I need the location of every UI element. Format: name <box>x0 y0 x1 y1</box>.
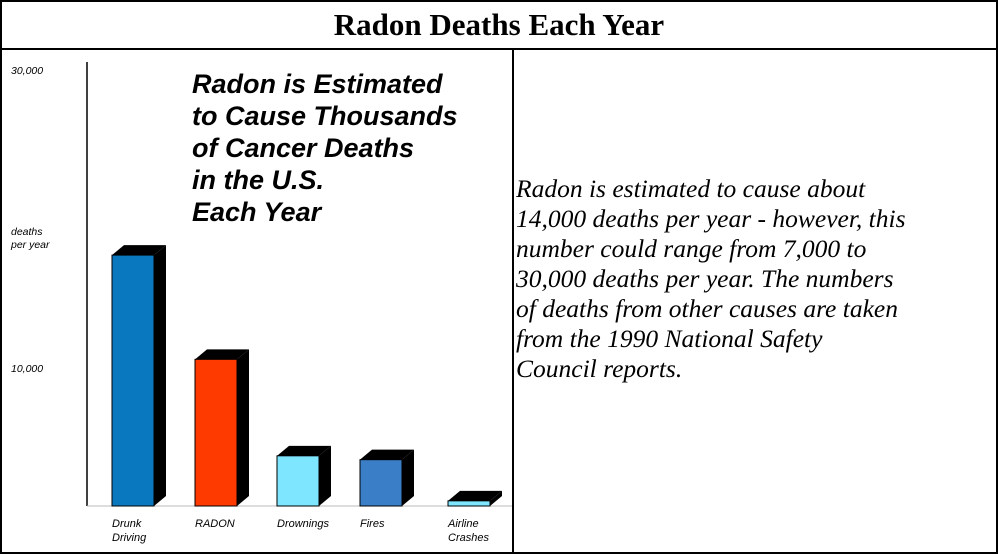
bar-top <box>360 449 414 460</box>
column-divider <box>512 48 514 554</box>
caption-line: from the 1990 National Safety <box>516 324 823 353</box>
x-tick-label: Drunk <box>112 518 142 530</box>
caption-line: number could range from 7,000 to <box>516 234 867 263</box>
x-tick-label: RADON <box>195 518 235 530</box>
caption-line: of deaths from other causes are taken <box>516 294 898 323</box>
bar-side <box>490 490 502 506</box>
bar-top <box>277 445 331 456</box>
bar-top <box>112 245 166 256</box>
bar <box>359 459 403 507</box>
bar-top <box>448 490 502 501</box>
x-tick-label: Fires <box>360 518 385 530</box>
x-tick-label: Driving <box>112 532 147 544</box>
x-tick-label: Crashes <box>448 532 489 544</box>
page-title: Radon Deaths Each Year <box>2 2 996 50</box>
x-tick-label: Airline <box>447 518 479 530</box>
bar-side <box>154 245 166 506</box>
bar-side <box>319 445 331 506</box>
chart-title-line: Each Year <box>192 197 323 227</box>
caption-line: Radon is estimated to cause about <box>516 174 866 203</box>
chart-title-line: to Cause Thousands <box>192 101 458 131</box>
bar-side <box>402 449 414 506</box>
bar-side <box>237 349 249 506</box>
y-tick-label: 30,000 <box>11 65 43 77</box>
chart-title-line: of Cancer Deaths <box>192 133 414 163</box>
bar-chart: 30,000 10,000 deaths per year Radon is Estim… <box>2 50 512 554</box>
y-axis-label: per year <box>10 239 50 251</box>
caption-line: Council reports. <box>516 354 683 383</box>
caption-text: Radon is estimated to cause about 14,000… <box>516 174 996 444</box>
caption-line: 14,000 deaths per year - however, this <box>516 204 906 233</box>
bar <box>276 455 320 507</box>
bar-top <box>195 349 249 360</box>
y-tick-label: 10,000 <box>11 363 43 375</box>
caption-line: 30,000 deaths per year. The numbers <box>516 264 894 293</box>
chart-title-line: in the U.S. <box>192 165 324 195</box>
bar <box>194 358 238 507</box>
x-tick-label: Drownings <box>277 518 329 530</box>
bar <box>111 254 155 507</box>
chart-title-line: Radon is Estimated <box>192 69 443 99</box>
bar <box>447 500 491 507</box>
y-axis-label: deaths <box>11 226 43 238</box>
